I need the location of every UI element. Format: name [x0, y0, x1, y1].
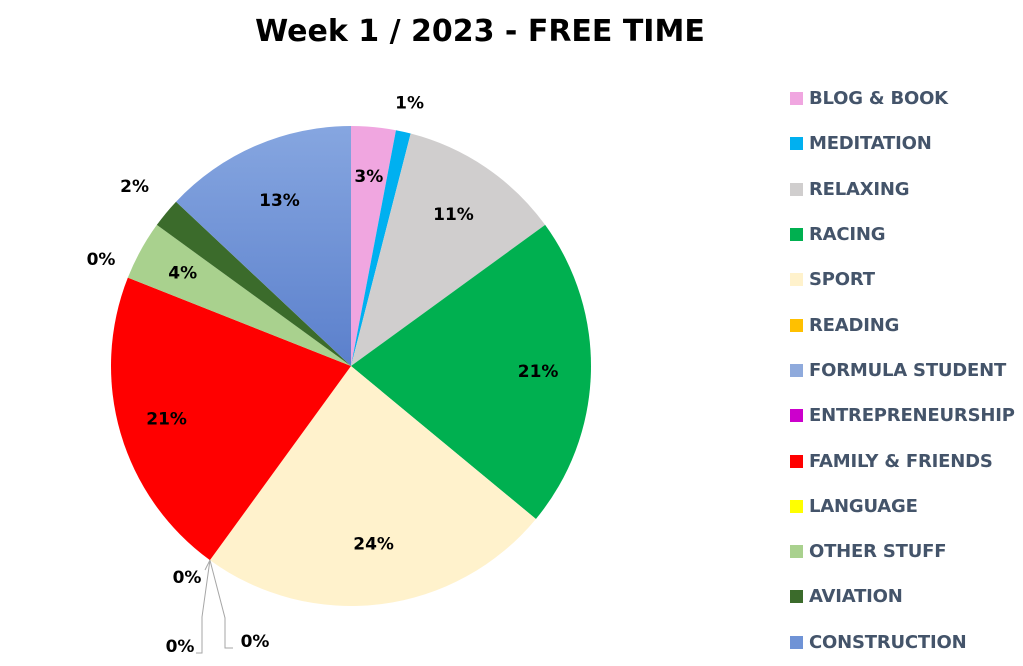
slice-blog-and-book [351, 126, 396, 366]
legend-item-language: LANGUAGE [790, 484, 1020, 529]
legend-item-blog-and-book: BLOG & BOOK [790, 76, 1020, 121]
slice-meditation [351, 130, 411, 366]
legend-label-reading: READING [809, 314, 900, 336]
slice-aviation [156, 201, 351, 366]
legend-item-formula-student: FORMULA STUDENT [790, 348, 1020, 393]
legend-label-racing: RACING [809, 224, 886, 246]
leader-line-formula-student [196, 560, 211, 654]
slice-relaxing [351, 133, 546, 366]
legend-swatch-family-and-friends [790, 454, 803, 468]
legend-swatch-formula-student [790, 363, 803, 377]
slice-sport [209, 366, 536, 606]
legend-swatch-language [790, 499, 803, 513]
legend-item-construction: CONSTRUCTION [790, 620, 1020, 665]
data-label-language: 0% [87, 250, 116, 270]
leader-line-entrepreneurship [209, 560, 233, 649]
legend-label-sport: SPORT [809, 269, 875, 291]
pie-slices [110, 126, 591, 606]
legend-label-meditation: MEDITATION [809, 133, 932, 155]
legend-label-construction: CONSTRUCTION [809, 631, 967, 653]
legend-item-meditation: MEDITATION [790, 121, 1020, 166]
data-label-reading: 0% [173, 568, 202, 588]
legend-swatch-relaxing [790, 182, 803, 196]
legend-label-language: LANGUAGE [809, 495, 918, 517]
data-label-relaxing: 11% [433, 205, 474, 225]
data-label-construction: 13% [259, 191, 300, 211]
leader-line-reading [204, 559, 211, 571]
slice-family-and-friends [110, 277, 351, 561]
data-label-aviation: 2% [120, 177, 149, 197]
legend-swatch-construction [790, 635, 803, 649]
data-label-entrepreneurship: 0% [241, 632, 270, 652]
legend: BLOG & BOOK MEDITATION RELAXING RACING SPORT… [790, 76, 1020, 665]
chart-title: Week 1 / 2023 - FREE TIME [255, 14, 705, 49]
legend-item-sport: SPORT [790, 257, 1020, 302]
legend-swatch-aviation [790, 590, 803, 604]
data-label-racing: 21% [518, 362, 559, 382]
legend-item-family-and-friends: FAMILY & FRIENDS [790, 438, 1020, 483]
legend-label-aviation: AVIATION [809, 586, 903, 608]
leader-lines [196, 559, 233, 654]
legend-label-blog-and-book: BLOG & BOOK [809, 88, 948, 110]
legend-item-other-stuff: OTHER STUFF [790, 529, 1020, 574]
legend-swatch-blog-and-book [790, 92, 803, 106]
data-label-sport: 24% [353, 535, 394, 555]
legend-label-formula-student: FORMULA STUDENT [809, 359, 1007, 381]
legend-item-relaxing: RELAXING [790, 167, 1020, 212]
data-label-meditation: 1% [395, 94, 424, 114]
legend-label-relaxing: RELAXING [809, 178, 910, 200]
legend-label-entrepreneurship: ENTREPRENEURSHIP [809, 405, 1015, 427]
data-label-formula-student: 0% [166, 637, 195, 657]
data-label-family-and-friends: 21% [146, 410, 187, 430]
legend-swatch-reading [790, 318, 803, 332]
slice-other-stuff [127, 224, 351, 366]
legend-item-racing: RACING [790, 212, 1020, 257]
slice-racing [351, 224, 591, 519]
legend-label-other-stuff: OTHER STUFF [809, 541, 947, 563]
legend-swatch-sport [790, 273, 803, 287]
legend-swatch-entrepreneurship [790, 409, 803, 423]
legend-swatch-meditation [790, 137, 803, 151]
legend-item-entrepreneurship: ENTREPRENEURSHIP [790, 393, 1020, 438]
legend-label-family-and-friends: FAMILY & FRIENDS [809, 450, 993, 472]
legend-item-reading: READING [790, 302, 1020, 347]
data-label-blog-and-book: 3% [354, 167, 383, 187]
slice-labels: 3% 1% 11% 21% 24% 0% 0% 0% 21% 0% 4% 2% 13% [87, 94, 559, 657]
legend-item-aviation: AVIATION [790, 574, 1020, 619]
legend-swatch-racing [790, 228, 803, 242]
legend-swatch-other-stuff [790, 545, 803, 559]
data-label-other-stuff: 4% [168, 264, 197, 284]
slice-construction [176, 126, 351, 366]
